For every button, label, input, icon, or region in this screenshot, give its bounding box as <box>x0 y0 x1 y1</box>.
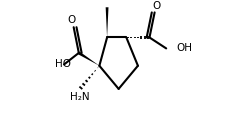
Text: H₂N: H₂N <box>71 92 90 102</box>
Text: O: O <box>67 15 75 25</box>
Polygon shape <box>78 52 99 66</box>
Text: OH: OH <box>177 43 193 53</box>
Text: O: O <box>152 1 161 11</box>
Polygon shape <box>106 7 109 37</box>
Text: HO: HO <box>55 59 71 69</box>
